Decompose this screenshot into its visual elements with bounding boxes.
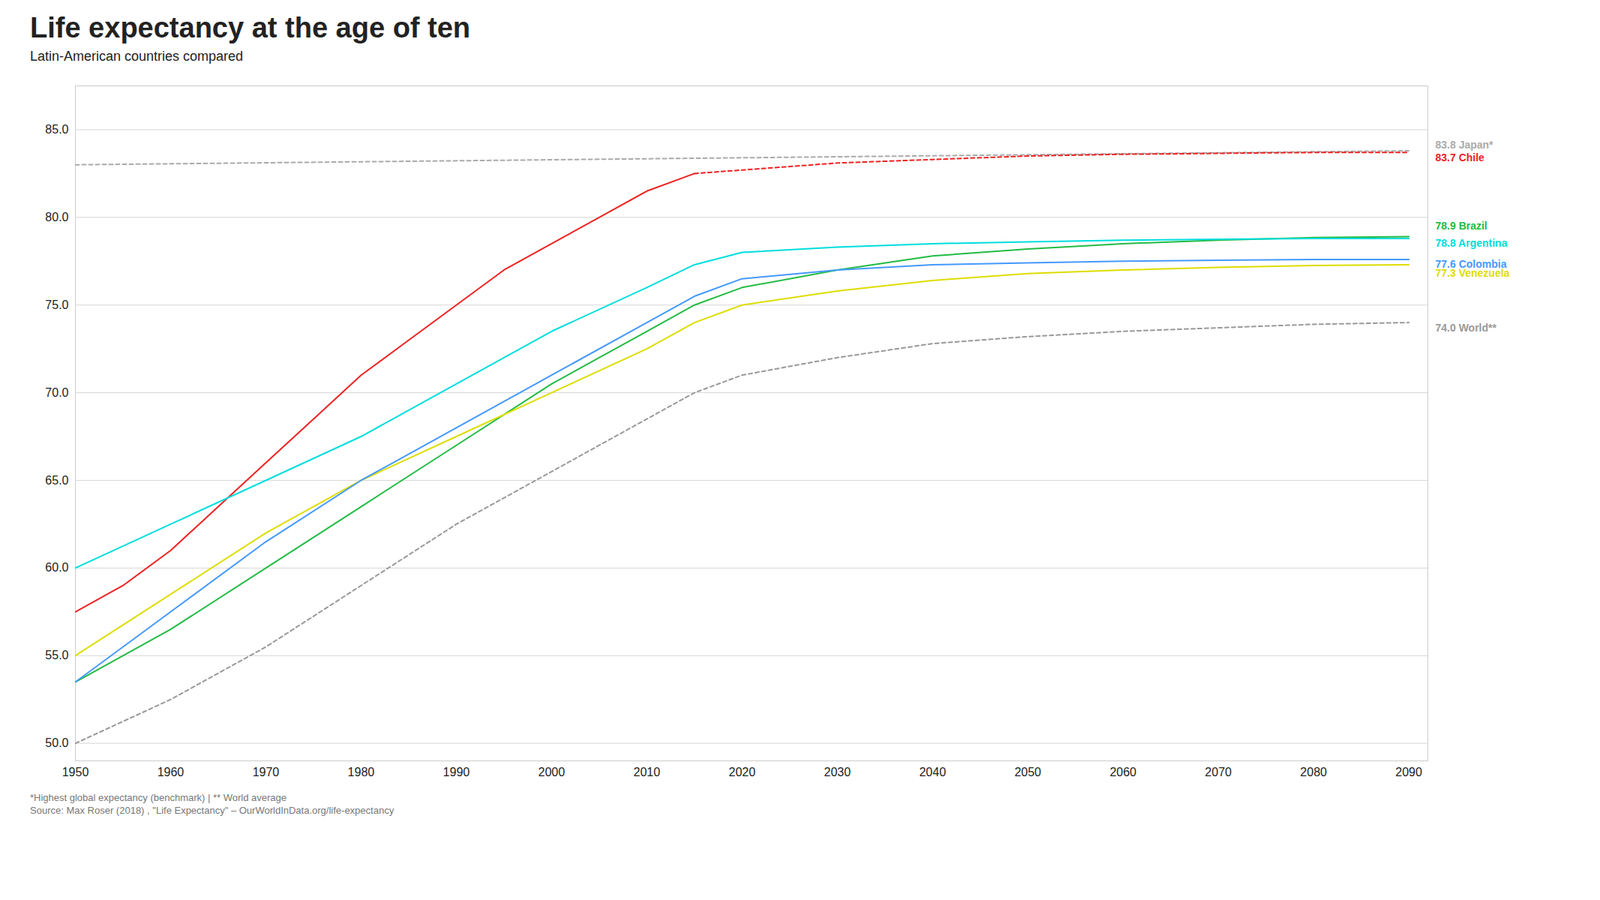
svg-text:1960: 1960: [157, 765, 185, 779]
svg-text:77.3 Venezuela: 77.3 Venezuela: [1435, 267, 1510, 280]
svg-text:1970: 1970: [252, 765, 280, 779]
html-text:*Highest global expectancy (be: *Highest global expectancy (benchmark) |…: [30, 792, 287, 804]
svg-text:1990: 1990: [443, 765, 471, 779]
svg-text:1980: 1980: [348, 765, 376, 779]
svg-text:1950: 1950: [62, 765, 90, 779]
svg-text:2080: 2080: [1299, 765, 1327, 779]
svg-text:2070: 2070: [1204, 765, 1232, 779]
svg-text:85.0: 85.0: [45, 123, 69, 136]
svg-text:80.0: 80.0: [45, 210, 69, 224]
svg-text:75.0: 75.0: [45, 298, 69, 312]
svg-text:2000: 2000: [538, 765, 566, 779]
svg-text:2010: 2010: [633, 765, 661, 779]
svg-text:2050: 2050: [1014, 765, 1042, 779]
html-text:Latin-American countries compa: Latin-American countries compared: [30, 48, 244, 64]
svg-text:83.8 Japan*: 83.8 Japan*: [1435, 138, 1495, 151]
svg-text:55.0: 55.0: [45, 648, 69, 662]
svg-text:78.9 Brazil: 78.9 Brazil: [1435, 219, 1488, 232]
svg-text:2030: 2030: [823, 765, 851, 779]
svg-text:2020: 2020: [729, 765, 757, 779]
svg-text:2090: 2090: [1395, 765, 1423, 779]
html-text:Source: Max Roser (2018) , "Li: Source: Max Roser (2018) , "Life Expecta…: [30, 804, 394, 817]
svg-text:77.6 Colombia: 77.6 Colombia: [1435, 258, 1507, 271]
svg-text:65.0: 65.0: [45, 474, 69, 487]
svg-text:50.0: 50.0: [45, 736, 69, 750]
svg-text:2060: 2060: [1109, 765, 1137, 779]
html-text:Life expectancy at the age of: Life expectancy at the age of ten: [30, 12, 471, 44]
svg-text:74.0 World**: 74.0 World**: [1435, 321, 1498, 334]
svg-text:70.0: 70.0: [45, 386, 69, 400]
svg-text:83.7 Chile: 83.7 Chile: [1435, 151, 1486, 164]
svg-text:2040: 2040: [918, 765, 946, 779]
svg-text:60.0: 60.0: [45, 561, 69, 574]
svg-text:78.8 Argentina: 78.8 Argentina: [1435, 237, 1508, 250]
